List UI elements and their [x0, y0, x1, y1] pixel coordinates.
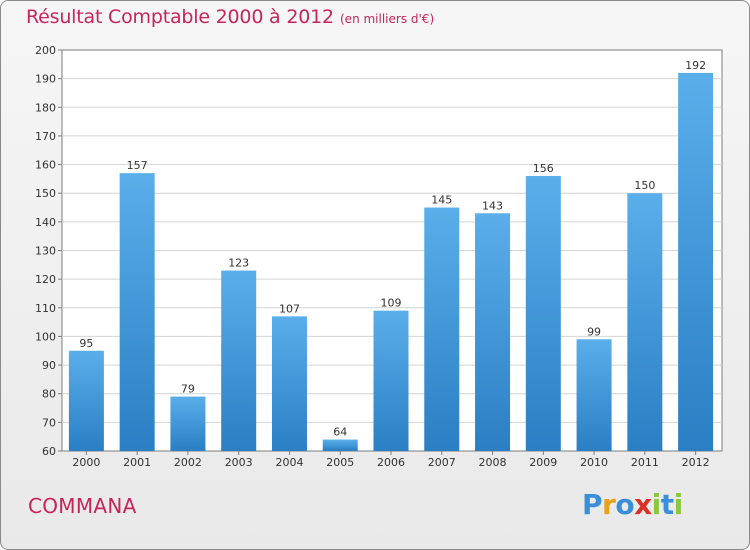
- x-tick-label: 2005: [326, 456, 354, 469]
- x-tick-label: 2000: [72, 456, 100, 469]
- logo-letter: x: [634, 488, 652, 521]
- logo-letter: t: [660, 488, 674, 521]
- y-tick-label: 80: [42, 388, 56, 401]
- y-tick-label: 100: [35, 330, 56, 343]
- bar: [678, 72, 714, 452]
- x-tick-label: 2012: [682, 456, 710, 469]
- y-tick-label: 180: [35, 101, 56, 114]
- bar-value-label: 79: [181, 383, 195, 396]
- y-tick-label: 160: [35, 159, 56, 172]
- chart-title: Résultat Comptable 2000 à 2012: [26, 6, 334, 28]
- x-tick-label: 2010: [580, 456, 608, 469]
- x-tick-label: 2002: [174, 456, 202, 469]
- bar: [627, 193, 663, 451]
- bar: [322, 439, 358, 451]
- y-tick-label: 110: [35, 302, 56, 315]
- y-tick-label: 120: [35, 273, 56, 286]
- logo-letter: i: [651, 488, 662, 521]
- bar-value-label: 192: [685, 59, 706, 72]
- bar-value-label: 156: [533, 162, 554, 175]
- bar-value-label: 145: [431, 194, 452, 207]
- bar-value-label: 109: [381, 297, 402, 310]
- y-tick-label: 140: [35, 216, 56, 229]
- bar-value-label: 64: [333, 426, 347, 439]
- y-tick-label: 60: [42, 445, 56, 458]
- bar: [373, 310, 409, 451]
- bar: [119, 173, 155, 451]
- bar: [475, 213, 511, 451]
- bar-value-label: 107: [279, 302, 300, 315]
- logo-letter: r: [602, 488, 616, 521]
- y-tick-label: 200: [35, 44, 56, 57]
- bar: [525, 176, 561, 451]
- x-tick-label: 2011: [631, 456, 659, 469]
- x-tick-label: 2009: [529, 456, 557, 469]
- bar: [576, 339, 612, 451]
- y-tick-label: 190: [35, 73, 56, 86]
- bar: [271, 316, 307, 451]
- x-tick-label: 2006: [377, 456, 405, 469]
- y-tick-label: 90: [42, 359, 56, 372]
- bar: [221, 270, 257, 451]
- logo-letter: o: [615, 488, 635, 521]
- proxiti-logo: Proxiti: [582, 488, 683, 521]
- bar-value-label: 157: [127, 159, 148, 172]
- y-tick-label: 170: [35, 130, 56, 143]
- bar-value-label: 99: [587, 325, 601, 338]
- y-tick-label: 130: [35, 245, 56, 258]
- logo-letter: i: [673, 488, 684, 521]
- logo-letter: P: [582, 488, 603, 521]
- bar-value-label: 95: [79, 337, 93, 350]
- bar-value-label: 150: [634, 179, 655, 192]
- bar-value-label: 143: [482, 199, 503, 212]
- bar: [170, 396, 206, 451]
- y-tick-label: 70: [42, 416, 56, 429]
- y-tick-label: 150: [35, 187, 56, 200]
- x-tick-label: 2001: [123, 456, 151, 469]
- x-tick-label: 2008: [479, 456, 507, 469]
- bar: [424, 207, 460, 451]
- bar-value-label: 123: [228, 257, 249, 270]
- x-tick-label: 2007: [428, 456, 456, 469]
- commune-name: COMMANA: [28, 494, 137, 518]
- x-tick-label: 2004: [275, 456, 303, 469]
- chart-subtitle: (en milliers d'€): [340, 12, 435, 26]
- bar: [68, 350, 104, 451]
- x-tick-label: 2003: [225, 456, 253, 469]
